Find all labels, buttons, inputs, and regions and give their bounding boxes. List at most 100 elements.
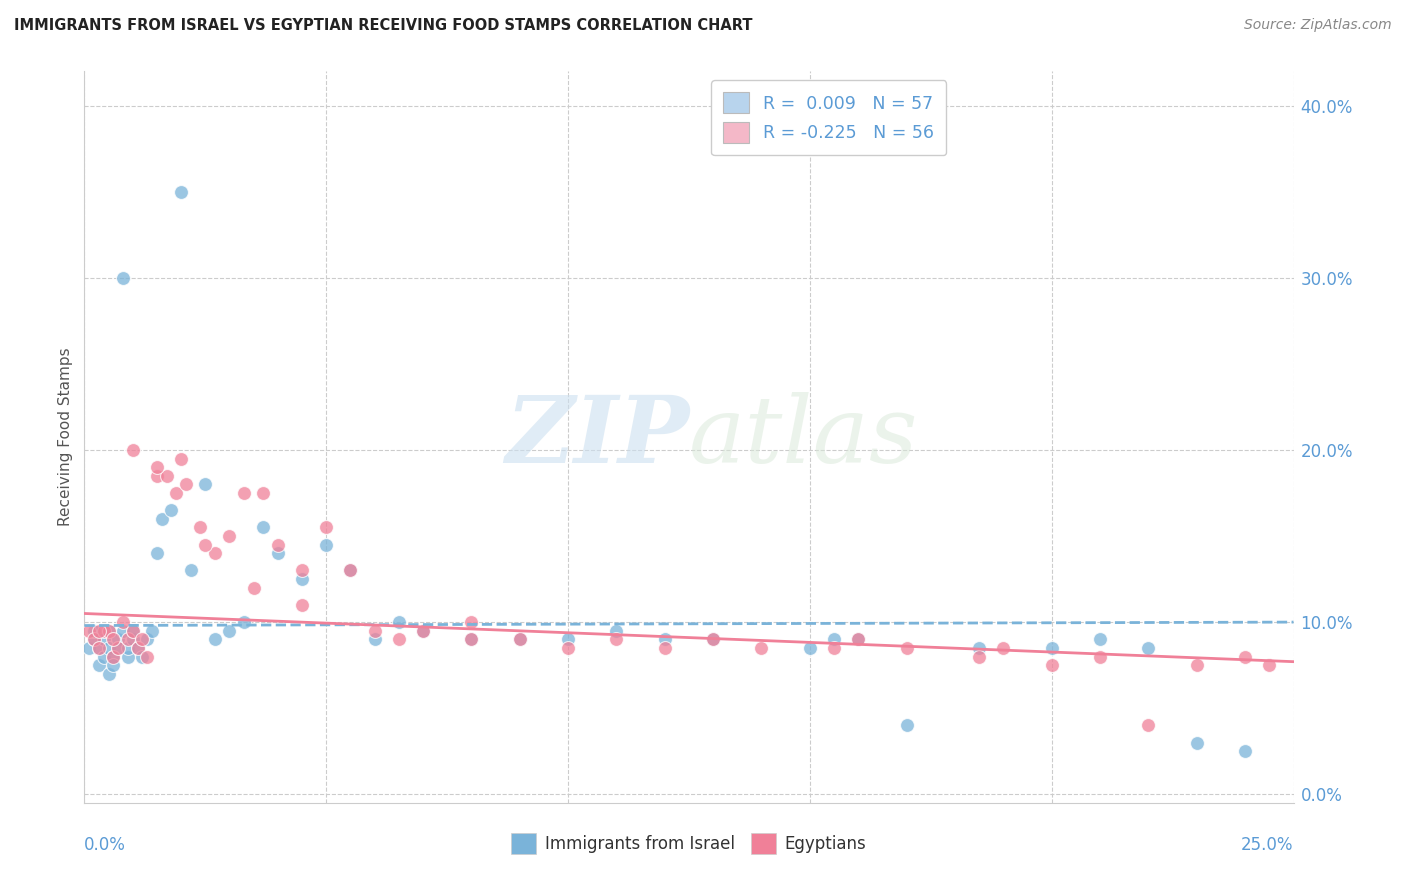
Point — [218, 529, 240, 543]
Point — [121, 624, 143, 638]
Point — [460, 632, 482, 647]
Point — [83, 632, 105, 647]
Point — [799, 640, 821, 655]
Point — [170, 451, 193, 466]
Point — [87, 624, 110, 638]
Point — [146, 546, 169, 560]
Point — [846, 632, 869, 647]
Point — [557, 640, 579, 655]
Point — [121, 442, 143, 457]
Point — [87, 640, 110, 655]
Point — [1234, 649, 1257, 664]
Text: IMMIGRANTS FROM ISRAEL VS EGYPTIAN RECEIVING FOOD STAMPS CORRELATION CHART: IMMIGRANTS FROM ISRAEL VS EGYPTIAN RECEI… — [14, 18, 752, 33]
Point — [1137, 640, 1160, 655]
Text: Source: ZipAtlas.com: Source: ZipAtlas.com — [1244, 18, 1392, 32]
Point — [702, 632, 724, 647]
Point — [87, 640, 110, 655]
Point — [460, 615, 482, 629]
Point — [291, 598, 314, 612]
Point — [83, 624, 105, 638]
Point — [136, 649, 159, 664]
Y-axis label: Receiving Food Stamps: Receiving Food Stamps — [58, 348, 73, 526]
Point — [107, 632, 129, 647]
Point — [146, 460, 169, 475]
Point — [702, 632, 724, 647]
Point — [93, 624, 115, 638]
Point — [267, 538, 290, 552]
Point — [412, 624, 434, 638]
Point — [339, 564, 361, 578]
Point — [823, 632, 845, 647]
Point — [967, 640, 990, 655]
Point — [77, 640, 100, 655]
Point — [127, 640, 149, 655]
Point — [194, 477, 217, 491]
Point — [1040, 658, 1063, 673]
Point — [967, 649, 990, 664]
Point — [190, 520, 212, 534]
Point — [605, 624, 627, 638]
Point — [112, 615, 135, 629]
Point — [1234, 744, 1257, 758]
Point — [127, 640, 149, 655]
Point — [155, 468, 177, 483]
Point — [194, 538, 217, 552]
Point — [1088, 632, 1111, 647]
Point — [204, 546, 226, 560]
Point — [131, 632, 153, 647]
Point — [993, 640, 1015, 655]
Point — [117, 640, 139, 655]
Point — [233, 486, 256, 500]
Point — [412, 624, 434, 638]
Legend: Immigrants from Israel, Egyptians: Immigrants from Israel, Egyptians — [505, 827, 873, 860]
Point — [1137, 718, 1160, 732]
Point — [112, 271, 135, 285]
Point — [315, 538, 337, 552]
Point — [557, 632, 579, 647]
Point — [107, 640, 129, 655]
Point — [121, 632, 143, 647]
Point — [121, 624, 143, 638]
Point — [1040, 640, 1063, 655]
Point — [136, 632, 159, 647]
Point — [388, 632, 411, 647]
Point — [509, 632, 531, 647]
Point — [291, 572, 314, 586]
Point — [896, 640, 918, 655]
Point — [170, 185, 193, 199]
Point — [654, 632, 676, 647]
Point — [87, 658, 110, 673]
Point — [180, 564, 202, 578]
Point — [1185, 735, 1208, 749]
Point — [103, 658, 125, 673]
Point — [291, 564, 314, 578]
Point — [83, 632, 105, 647]
Point — [117, 649, 139, 664]
Point — [146, 468, 169, 483]
Point — [823, 640, 845, 655]
Point — [1088, 649, 1111, 664]
Point — [252, 520, 274, 534]
Point — [267, 546, 290, 560]
Point — [107, 640, 129, 655]
Point — [77, 624, 100, 638]
Point — [315, 520, 337, 534]
Point — [460, 632, 482, 647]
Point — [242, 581, 264, 595]
Point — [218, 624, 240, 638]
Point — [1258, 658, 1281, 673]
Point — [141, 624, 163, 638]
Text: ZIP: ZIP — [505, 392, 689, 482]
Point — [846, 632, 869, 647]
Point — [751, 640, 773, 655]
Point — [103, 649, 125, 664]
Point — [97, 624, 120, 638]
Point — [233, 615, 256, 629]
Point — [204, 632, 226, 647]
Point — [509, 632, 531, 647]
Point — [160, 503, 183, 517]
Point — [93, 649, 115, 664]
Point — [896, 718, 918, 732]
Point — [131, 649, 153, 664]
Point — [103, 649, 125, 664]
